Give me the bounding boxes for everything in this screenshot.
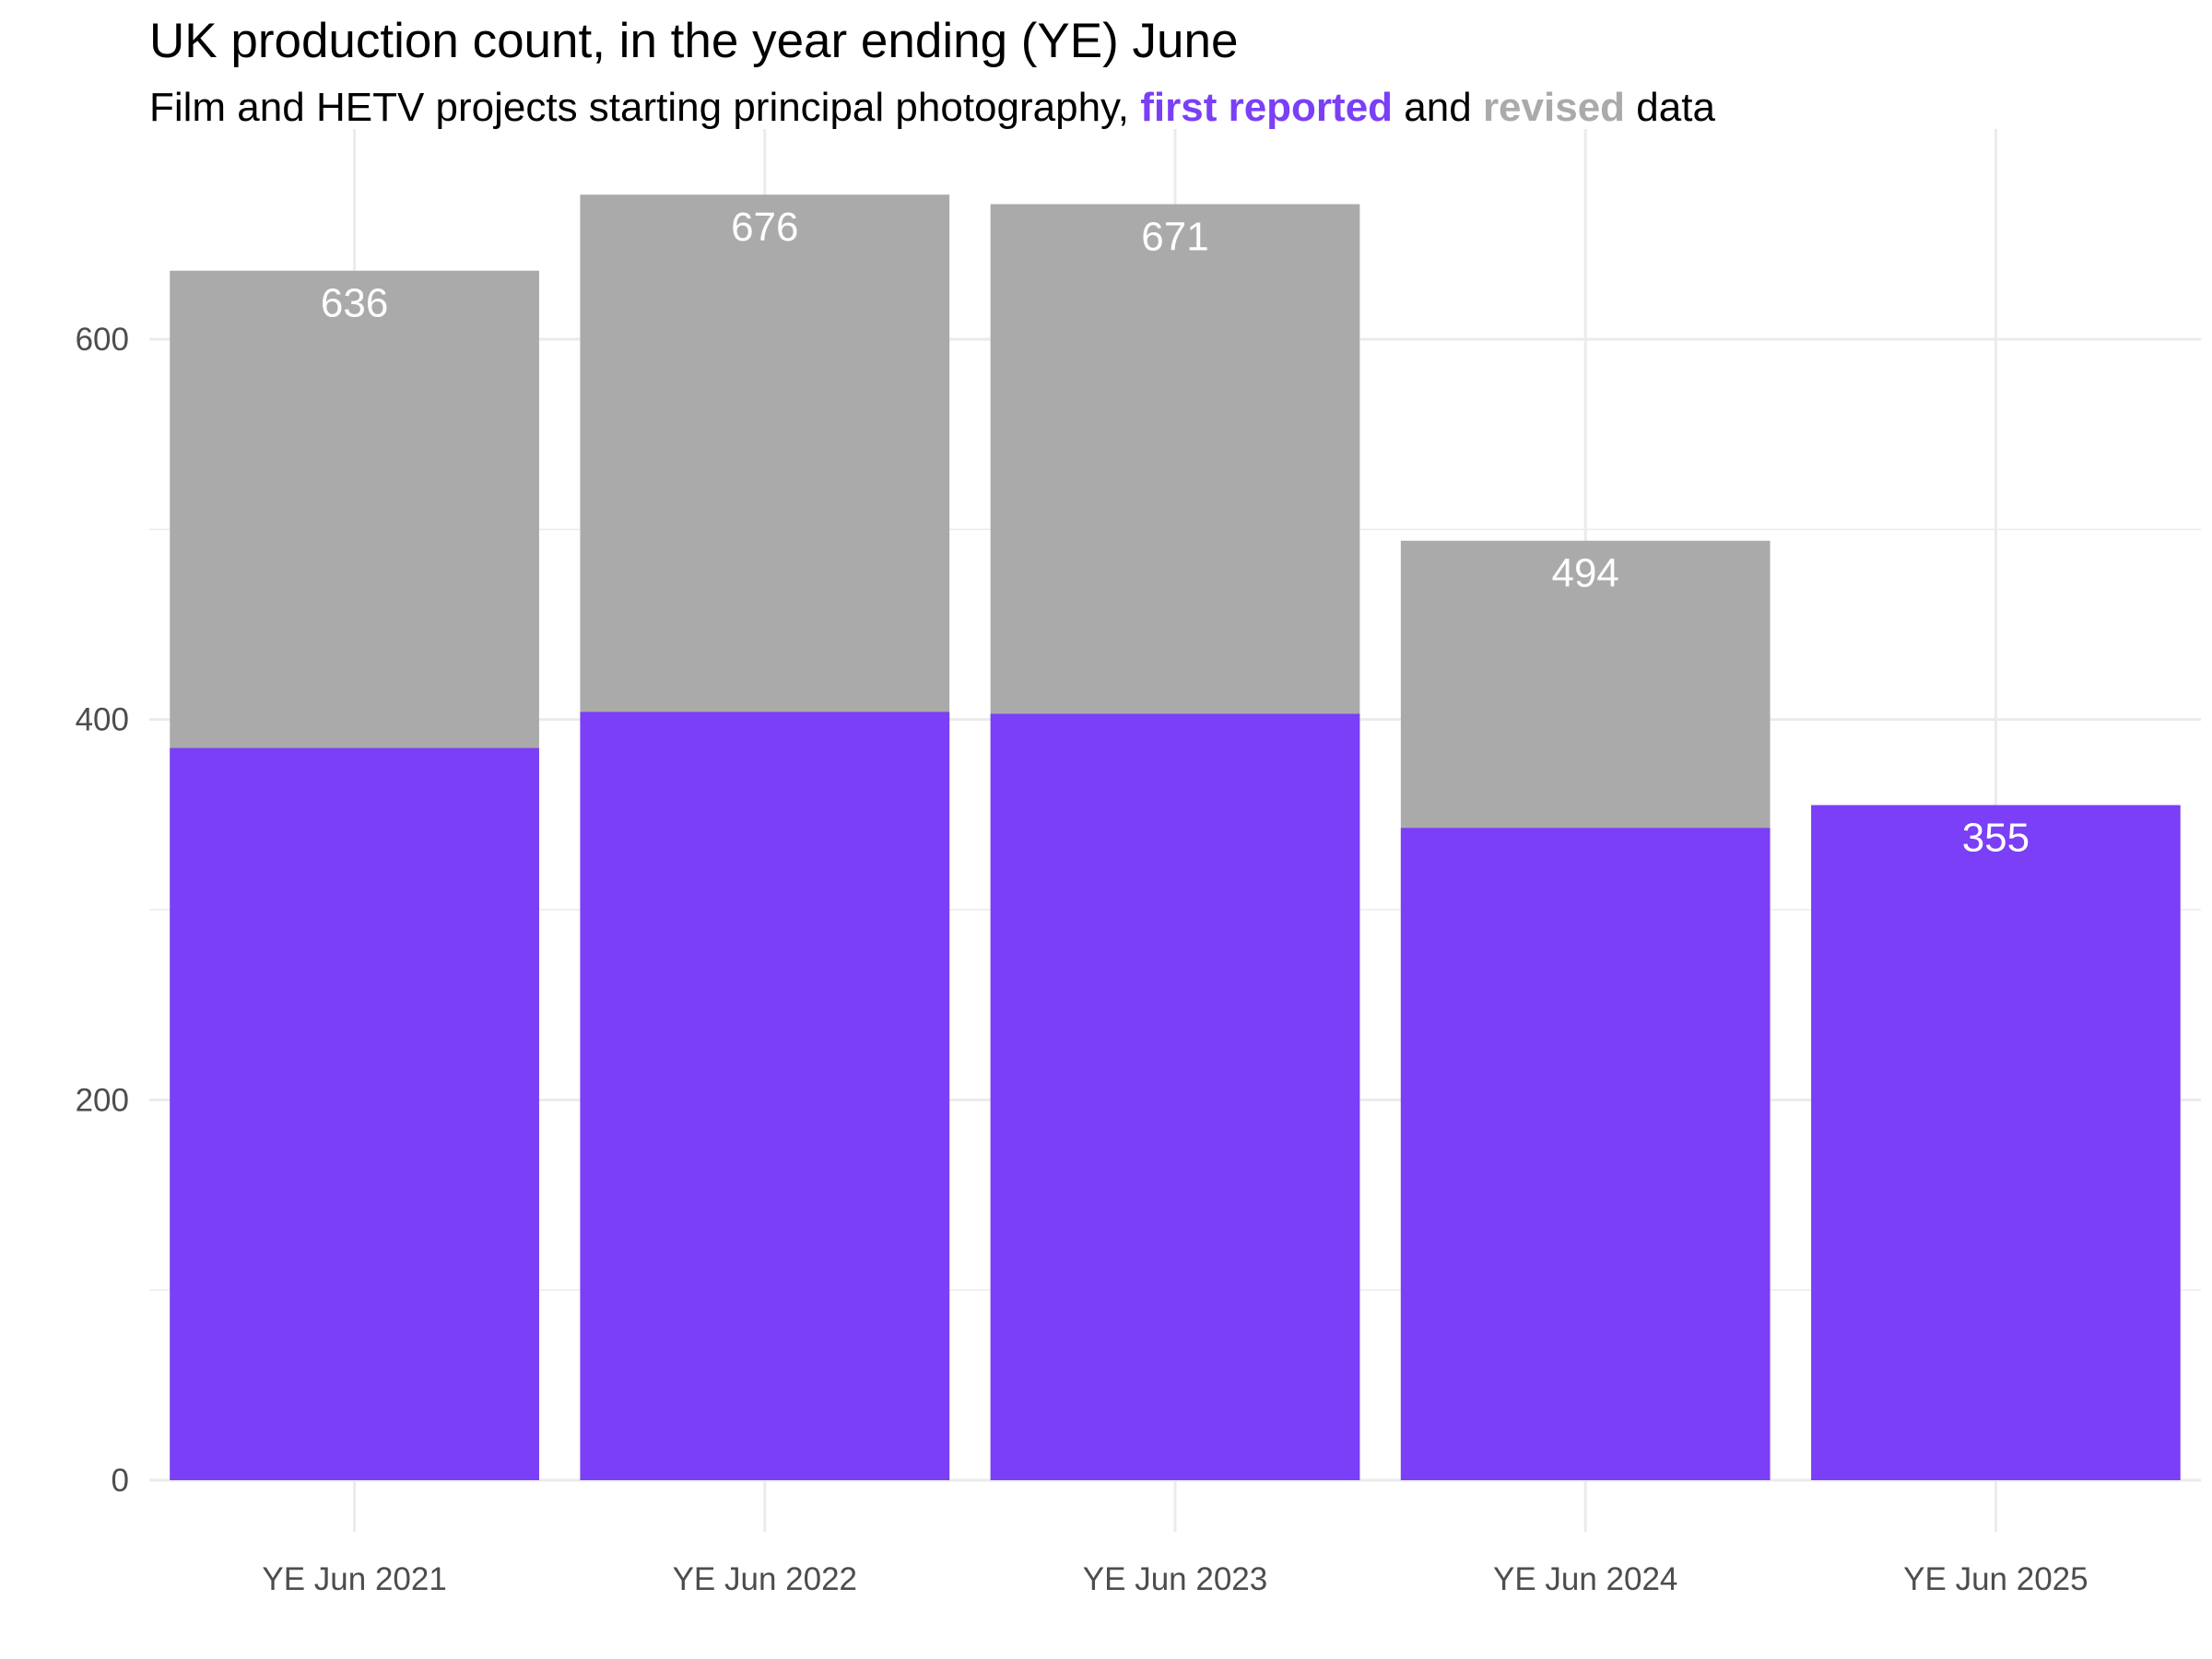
y-tick-label: 400 xyxy=(76,702,129,738)
x-tick-label: YE Jun 2024 xyxy=(1493,1561,1677,1597)
x-tick-label: YE Jun 2022 xyxy=(673,1561,857,1597)
x-tick-label: YE Jun 2023 xyxy=(1083,1561,1267,1597)
bar-first-reported xyxy=(990,713,1360,1480)
data-label: 676 xyxy=(731,205,798,250)
bar-first-reported xyxy=(1400,828,1771,1480)
bar-first-reported xyxy=(1811,805,2181,1480)
x-tick-label: YE Jun 2021 xyxy=(262,1561,446,1597)
data-label: 494 xyxy=(1551,551,1618,596)
chart-title: UK production count, in the year ending … xyxy=(149,14,1239,68)
subtitle-middle: and xyxy=(1393,85,1483,130)
subtitle-prefix: Film and HETV projects starting principa… xyxy=(149,85,1141,130)
bar-first-reported xyxy=(580,712,950,1480)
subtitle-revised: revised xyxy=(1482,85,1626,130)
bar-first-reported xyxy=(170,747,539,1480)
data-label: 671 xyxy=(1141,215,1208,260)
x-tick-label: YE Jun 2025 xyxy=(1903,1561,2088,1597)
data-label: 355 xyxy=(1962,816,2030,861)
bars xyxy=(170,194,2181,1481)
data-label: 636 xyxy=(321,281,388,326)
y-tick-label: 0 xyxy=(112,1463,129,1499)
subtitle-suffix: data xyxy=(1625,85,1715,130)
subtitle-first-reported: first reported xyxy=(1140,85,1394,130)
axis-labels: YE Jun 2021 YE Jun 2022 YE Jun 2023 YE Jun … xyxy=(76,322,2088,1597)
data-labels: 636 676 671 494 355 xyxy=(321,205,2030,860)
y-tick-label: 200 xyxy=(76,1082,129,1118)
y-tick-label: 600 xyxy=(76,322,129,358)
chart-subtitle: Film and HETV projects starting principa… xyxy=(149,83,1715,133)
